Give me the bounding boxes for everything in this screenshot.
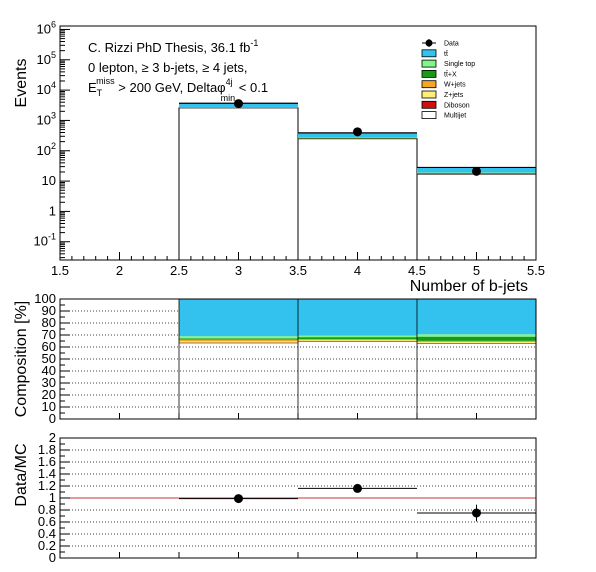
x-tick-label: 5 [473,263,480,278]
legend-label-1: tt̄ [444,50,448,58]
x-axis-ticks: 1.5 2 2.5 3 3.5 4 4.5 5 5.5 [51,252,545,278]
composition-y-tick-label: 100 [34,291,56,306]
y-tick-label: 10 [42,173,56,188]
x-axis-title: Number of b-jets [410,278,528,295]
composition-y-title: Composition [%] [13,301,30,418]
ratio-points [179,483,536,522]
composition-y-tick-label: 80 [42,315,56,330]
x-tick-label: 4.5 [408,263,426,278]
legend-label-6: Diboson [444,102,470,109]
composition-tt-bin-2 [298,299,417,336]
legend-swatch-6 [421,100,437,109]
legend-label-3: tt̄+X [444,71,457,79]
data-points [234,99,481,176]
legend: Data tt̄ Single top tt̄+X W+jets Z+jets Diboso… [421,39,475,120]
legend-label-5: Z+jets [444,92,464,99]
y-tick-label: 105 [37,50,56,67]
composition-tt-x-bin-3 [417,336,536,341]
composition-bars [178,299,536,419]
x-tick-label: 1.5 [51,263,69,278]
data-point-1 [234,99,243,109]
legend-label-0: Data [444,41,459,48]
ratio-y-tick-label: 0.8 [38,502,56,517]
y-tick-label: 103 [37,110,56,127]
composition-single-top-bin-2 [298,335,417,338]
composition-y-tick-label: 30 [42,375,56,390]
bar-multijet-bin-3 [416,173,537,261]
x-tick-label: 4 [354,263,361,278]
x-tick-label: 2 [116,263,123,278]
x-tick-label: 2.5 [170,263,188,278]
ratio-y-tick-label: 1.6 [38,454,56,469]
composition-y-tick-label: 90 [42,303,56,318]
events-panel: 1.5 2 2.5 3 3.5 4 4.5 5 5.5 10-11101021031041051… [13,19,545,295]
legend-label-4: W+jets [444,82,466,89]
data-point-3 [472,166,481,176]
ratio-y-tick-label: 0.2 [38,538,56,553]
data-point-2 [353,127,362,137]
legend-swatch-2 [421,59,437,68]
ratio-y-tick-label: 1.8 [38,442,56,457]
composition-z-jets-bin-2 [298,340,417,342]
x-tick-label: 5.5 [527,263,545,278]
ratio-y-title: Data/MC [13,443,30,506]
annotation-line3: ETmiss > 200 GeV, Deltaφ4j min < 0.1 [88,76,268,103]
composition-tt-bin-1 [179,299,298,337]
y-tick-label: 106 [37,19,56,36]
legend-swatch-5 [421,90,437,99]
legend-swatch-4 [421,80,437,89]
ratio-point-3 [472,508,481,518]
x-tick-label: 3.5 [289,263,307,278]
legend-data-marker [425,39,433,47]
composition-z-jets-bin-3 [417,342,536,344]
ratio-panel: 00.20.40.60.811.21.41.61.82 Data/MC [13,430,537,565]
legend-label-2: Single top [444,61,475,68]
x-tick-label: 3 [235,263,242,278]
bar-multijet-bin-2 [297,138,418,261]
y-tick-label: 1 [49,203,56,218]
y-tick-label: 104 [37,80,56,97]
ratio-y-tick-label: 1 [49,490,56,505]
composition-tt-bin-3 [417,299,536,335]
composition-y-tick-label: 50 [42,351,56,366]
y-tick-label: 102 [37,141,56,158]
y-axis-ticks: 10-1 1 10 102 103 104 105 106 [34,19,70,259]
annotation-line1: C. Rizzi PhD Thesis, 36.1 fb-1 [88,38,258,55]
ratio-y-tick-label: 0.6 [38,514,56,529]
y-axis-title: Events [13,59,30,108]
composition-single-top-bin-3 [417,334,536,337]
composition-w-jets-bin-1 [179,339,298,342]
legend-swatch-7 [421,111,437,119]
composition-tt-x-bin-2 [298,337,417,340]
annotation-line2: 0 lepton, ≥ 3 b-jets, ≥ 4 jets, [88,60,248,75]
ratio-point-2 [353,483,362,493]
composition-w-jets-bin-3 [417,340,536,343]
composition-y-tick-label: 60 [42,339,56,354]
ratio-y-ticks: 00.20.40.60.811.21.41.61.82 [38,430,537,565]
ratio-point-1 [234,494,243,504]
composition-z-jets-bin-1 [179,341,298,343]
legend-swatch-1 [421,49,437,58]
composition-y-tick-label: 40 [42,363,56,378]
ratio-y-tick-label: 1.2 [38,478,56,493]
composition-y-tick-label: 10 [42,399,56,414]
ratio-y-tick-label: 0 [49,550,56,565]
ratio-y-tick-label: 0.4 [38,526,56,541]
legend-swatch-3 [421,70,437,78]
ratio-y-tick-label: 2 [49,430,56,445]
composition-w-jets-bin-2 [298,339,417,341]
composition-y-tick-label: 70 [42,327,56,342]
composition-y-tick-label: 20 [42,387,56,402]
legend-label-7: Multijet [444,113,466,120]
ratio-y-tick-label: 1.4 [38,466,56,481]
composition-single-top-bin-1 [179,336,298,339]
bar-multijet-bin-1 [178,107,299,261]
composition-tt-x-bin-1 [179,338,298,340]
y-tick-label: 10-1 [34,232,56,249]
composition-y-tick-label: 0 [49,411,56,426]
